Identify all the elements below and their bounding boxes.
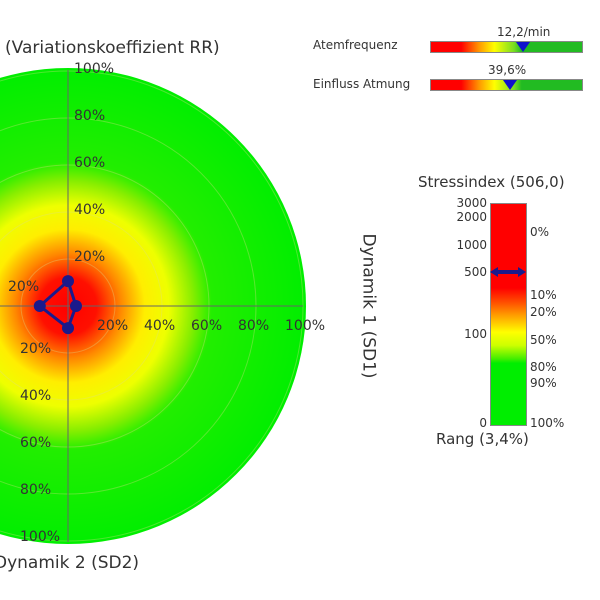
stress-left-tick: 3000 bbox=[456, 196, 487, 210]
tick-label-down: 100% bbox=[20, 529, 61, 545]
axis-label-right: Dynamik 1 (SD1) bbox=[358, 233, 379, 379]
stress-right-tick: 90% bbox=[530, 376, 557, 390]
tick-label-up: 60% bbox=[74, 155, 106, 171]
indicator-label-einfluss: Einfluss Atmung bbox=[313, 77, 411, 91]
stress-right-tick: 10% bbox=[530, 288, 557, 302]
marker-icon bbox=[516, 42, 531, 52]
stress-title: Stressindex (506,0) bbox=[418, 173, 565, 191]
stress-bar bbox=[490, 203, 527, 426]
tick-label-up: 40% bbox=[74, 202, 106, 218]
stress-left-tick: 500 bbox=[464, 265, 487, 279]
data-point bbox=[62, 322, 74, 335]
indicator-value-einfluss: 39,6% bbox=[488, 63, 527, 77]
stress-marker-icon bbox=[490, 267, 526, 277]
stress-left-tick: 2000 bbox=[456, 210, 487, 224]
tick-label-up: 20% bbox=[74, 249, 106, 265]
tick-label-up: 80% bbox=[74, 108, 106, 124]
stress-left-tick: 0 bbox=[479, 416, 487, 430]
tick-label-right: 80% bbox=[238, 318, 270, 334]
tick-label-left: 20% bbox=[8, 279, 40, 295]
chart-title-top: (Variationskoeffizient RR) bbox=[5, 38, 220, 58]
tick-label-down: 60% bbox=[20, 435, 52, 451]
stress-right-tick: 80% bbox=[530, 360, 557, 374]
indicator-label-atemfrequenz: Atemfrequenz bbox=[313, 38, 398, 52]
stress-left-tick: 100 bbox=[464, 327, 487, 341]
data-point bbox=[69, 300, 82, 312]
data-point bbox=[62, 275, 74, 288]
tick-label-right: 60% bbox=[191, 318, 223, 334]
stress-right-tick: 100% bbox=[530, 416, 565, 430]
tick-label-up: 100% bbox=[74, 61, 115, 77]
stress-right-tick: 0% bbox=[530, 225, 550, 239]
tick-label-right: 100% bbox=[285, 318, 326, 334]
stress-right-tick: 20% bbox=[530, 305, 557, 319]
tick-label-down: 20% bbox=[20, 341, 52, 357]
indicator-value-atemfrequenz: 12,2/min bbox=[497, 25, 551, 39]
indicator-bar-einfluss bbox=[430, 79, 583, 91]
stress-right-tick: 50% bbox=[530, 333, 557, 347]
axis-label-bottom: Dynamik 2 (SD2) bbox=[0, 553, 140, 573]
stress-footer: Rang (3,4%) bbox=[436, 430, 529, 448]
tick-label-right: 40% bbox=[144, 318, 176, 334]
data-point bbox=[33, 300, 46, 312]
stress-left-tick: 1000 bbox=[456, 238, 487, 252]
marker-icon bbox=[502, 80, 517, 90]
tick-label-right: 20% bbox=[97, 318, 129, 334]
tick-label-down: 80% bbox=[20, 482, 52, 498]
indicator-bar-atemfrequenz bbox=[430, 41, 583, 53]
tick-label-down: 40% bbox=[20, 388, 52, 404]
